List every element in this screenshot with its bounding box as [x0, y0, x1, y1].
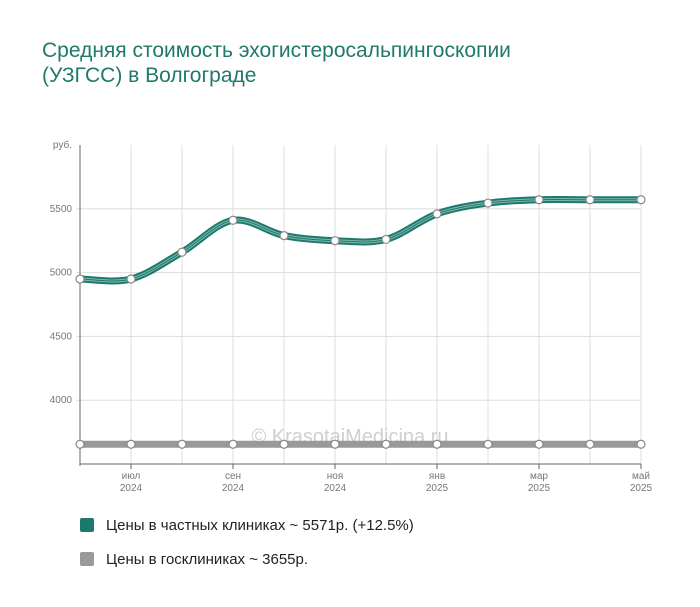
data-point-public	[330, 439, 340, 449]
data-point-private	[228, 215, 238, 225]
x-tick-year-label: 2025	[630, 483, 653, 494]
y-tick-label: 5000	[50, 268, 73, 279]
data-point-private	[483, 198, 493, 208]
data-point-private	[432, 209, 442, 219]
data-point-private	[75, 274, 85, 284]
data-point-public	[636, 439, 646, 449]
x-tick-month-label: май	[632, 471, 650, 482]
data-point-private	[126, 274, 136, 284]
x-tick-month-label: сен	[225, 471, 241, 482]
legend-label-private: Цены в частных клиниках ~ 5571р. (+12.5%…	[106, 516, 414, 534]
series-lines	[76, 195, 645, 448]
chart-title: Средняя стоимость эхогистеросальпингоско…	[42, 39, 511, 87]
data-point-private	[585, 195, 595, 205]
x-tick-month-label: мар	[530, 471, 548, 482]
data-point-public	[279, 439, 289, 449]
y-tick-label: 5500	[50, 204, 73, 215]
data-point-public	[483, 439, 493, 449]
axes	[79, 145, 642, 469]
x-tick-year-label: 2024	[324, 483, 347, 494]
x-tick-year-label: 2025	[528, 483, 551, 494]
data-point-private	[381, 234, 391, 245]
data-point-public	[75, 439, 85, 449]
data-point-public	[585, 439, 595, 449]
legend-swatch-public	[80, 552, 94, 566]
legend-item-private: Цены в частных клиниках ~ 5571р. (+12.5%…	[80, 516, 414, 534]
x-tick-month-label: ноя	[327, 471, 344, 482]
data-point-private	[279, 230, 289, 241]
data-points	[75, 195, 646, 449]
legend-item-public: Цены в госклиниках ~ 3655р.	[80, 550, 308, 568]
x-tick-year-label: 2025	[426, 483, 449, 494]
x-tick-month-label: янв	[429, 471, 445, 482]
y-axis-label: руб.	[53, 139, 72, 151]
data-point-public	[534, 439, 544, 449]
series-line-private	[76, 195, 645, 285]
data-point-public	[177, 439, 187, 449]
data-point-public	[126, 439, 136, 449]
data-point-public	[228, 439, 238, 449]
y-tick-label: 4000	[50, 395, 73, 406]
x-tick-year-label: 2024	[120, 483, 143, 494]
x-tick-year-label: 2024	[222, 483, 245, 494]
data-point-private	[636, 195, 646, 205]
data-point-private	[534, 195, 544, 205]
y-tick-label: 4500	[50, 331, 73, 342]
data-point-public	[381, 439, 391, 449]
tick-labels: 4000450050005500руб.июл2024сен2024ноя202…	[50, 139, 653, 494]
data-point-private	[330, 236, 340, 246]
legend-swatch-private	[80, 518, 94, 532]
data-point-public	[432, 439, 442, 449]
legend-label-public: Цены в госклиниках ~ 3655р.	[106, 550, 309, 568]
data-point-private	[177, 247, 187, 257]
grid-lines	[76, 145, 642, 464]
x-tick-month-label: июл	[122, 471, 141, 482]
